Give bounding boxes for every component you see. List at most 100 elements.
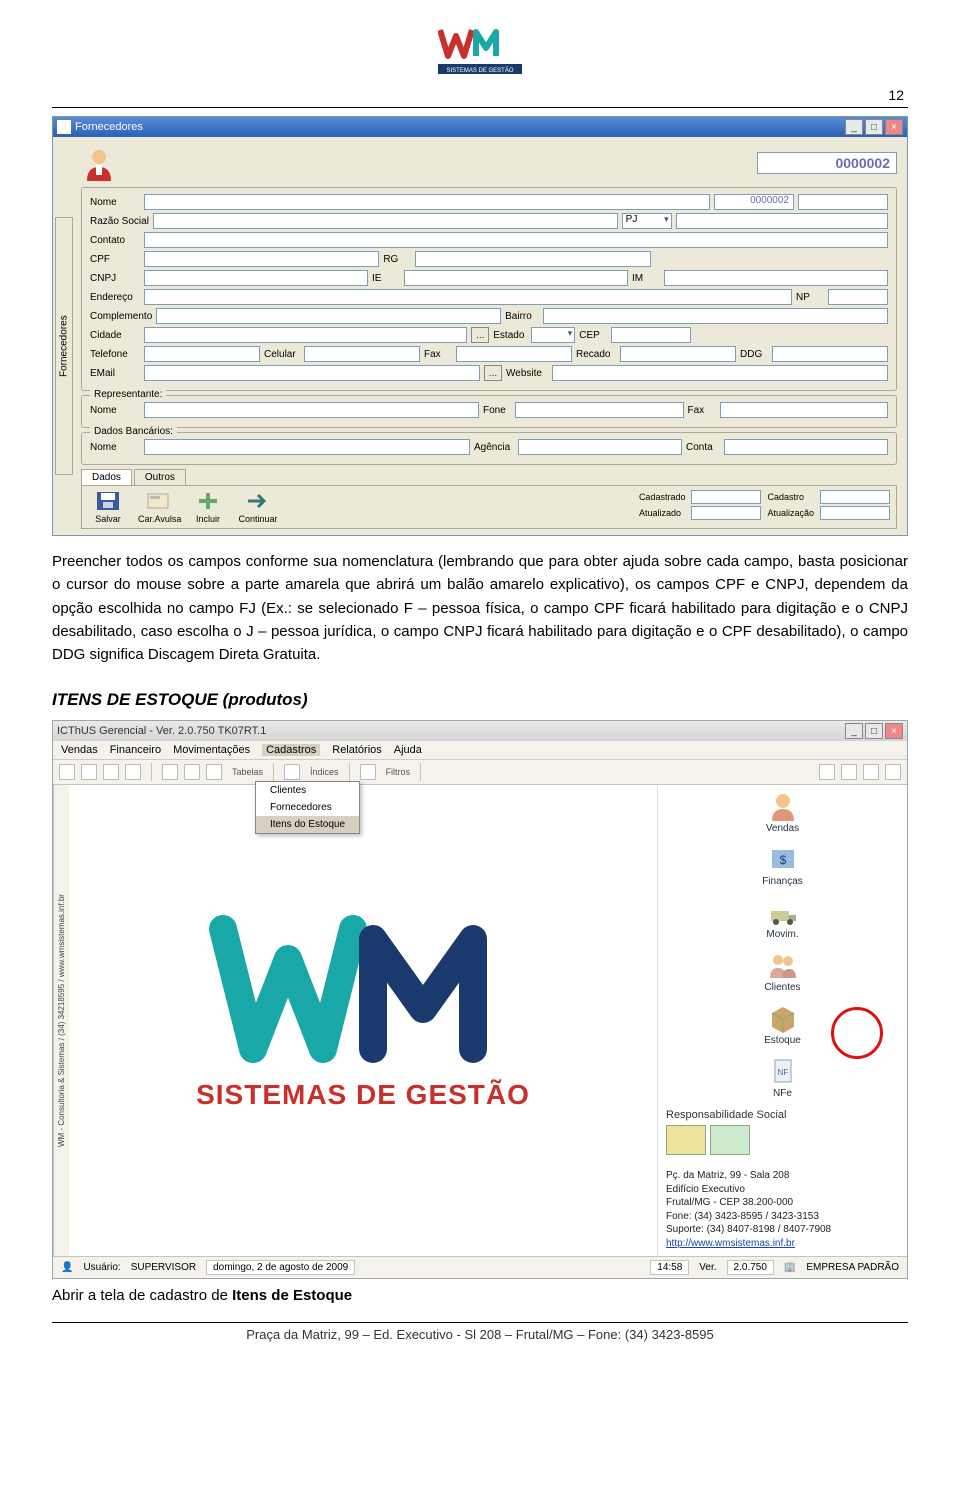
ie-input[interactable] xyxy=(404,270,628,286)
titlebar: Fornecedores _ □ × xyxy=(53,117,907,137)
estado-select[interactable] xyxy=(531,327,575,343)
agencia-input[interactable] xyxy=(518,439,682,455)
toolbar-icon[interactable] xyxy=(59,764,75,780)
page-number: 12 xyxy=(52,87,908,103)
menu-movimentacoes[interactable]: Movimentações xyxy=(173,744,250,756)
conta-input[interactable] xyxy=(724,439,888,455)
im-input[interactable] xyxy=(664,270,888,286)
bairro-input[interactable] xyxy=(543,308,888,324)
module-financas[interactable]: $ Finanças xyxy=(666,844,899,887)
nome-extra[interactable] xyxy=(798,194,888,210)
email-input[interactable] xyxy=(144,365,480,381)
rep-fax-input[interactable] xyxy=(720,402,889,418)
toolbar-icon[interactable] xyxy=(206,764,222,780)
app-minimize-button[interactable]: _ xyxy=(845,723,863,739)
audit-grid: Cadastrado Cadastro Atualizado Atualizaç… xyxy=(639,490,890,520)
address-block: Pç. da Matriz, 99 - Sala 208 Edifício Ex… xyxy=(666,1169,899,1250)
label-website: Website xyxy=(506,368,548,379)
salvar-button[interactable]: Salvar xyxy=(88,490,128,524)
svg-text:SISTEMAS DE GESTÃO: SISTEMAS DE GESTÃO xyxy=(196,1079,530,1110)
ddg-input[interactable] xyxy=(772,346,888,362)
toolbar-icon[interactable] xyxy=(162,764,178,780)
toolbar-icon[interactable] xyxy=(360,764,376,780)
tab-dados[interactable]: Dados xyxy=(81,469,132,485)
label-cep: CEP xyxy=(579,330,607,341)
app-maximize-button[interactable]: □ xyxy=(865,723,883,739)
atualizacao-box xyxy=(820,506,890,520)
avatar-icon xyxy=(81,145,117,181)
fax-input[interactable] xyxy=(456,346,572,362)
dropdown-itens-estoque[interactable]: Itens do Estoque xyxy=(256,816,359,833)
nome-input[interactable] xyxy=(144,194,710,210)
side-tab-fornecedores[interactable]: Fornecedores xyxy=(55,217,73,475)
group-indices: Índices xyxy=(310,767,339,777)
menu-vendas[interactable]: Vendas xyxy=(61,744,98,756)
addr-url[interactable]: http://www.wmsistemas.inf.br xyxy=(666,1238,795,1249)
addr-line: Suporte: (34) 8407-8198 / 8407-7908 xyxy=(666,1223,899,1237)
app-close-button[interactable]: × xyxy=(885,723,903,739)
toolbar-icon[interactable] xyxy=(819,764,835,780)
toolbar-icon[interactable] xyxy=(841,764,857,780)
cidade-lookup-button[interactable]: … xyxy=(471,327,489,343)
razao-input[interactable] xyxy=(153,213,618,229)
form-tabs: Dados Outros xyxy=(81,469,897,485)
toolbar-icon[interactable] xyxy=(885,764,901,780)
website-input[interactable] xyxy=(552,365,888,381)
continuar-button[interactable]: Continuar xyxy=(238,490,278,524)
label-ie: IE xyxy=(372,273,400,284)
toolbar-icon[interactable] xyxy=(81,764,97,780)
toolbar-icon[interactable] xyxy=(863,764,879,780)
dropdown-fornecedores[interactable]: Fornecedores xyxy=(256,799,359,816)
label-telefone: Telefone xyxy=(90,349,140,360)
banco-nome-input[interactable] xyxy=(144,439,470,455)
celular-input[interactable] xyxy=(304,346,420,362)
status-ver-label: Ver. xyxy=(699,1262,716,1273)
toolbar-icon[interactable] xyxy=(125,764,141,780)
cep-input[interactable] xyxy=(611,327,691,343)
statusbar: 👤 Usuário: SUPERVISOR domingo, 2 de agos… xyxy=(53,1256,907,1278)
menu-ajuda[interactable]: Ajuda xyxy=(394,744,422,756)
module-vendas[interactable]: Vendas xyxy=(666,791,899,834)
toolbar-icon[interactable] xyxy=(284,764,300,780)
cadastros-dropdown: Clientes Fornecedores Itens do Estoque xyxy=(255,781,360,834)
toolbar-icon[interactable] xyxy=(184,764,200,780)
incluir-button[interactable]: Incluir xyxy=(188,490,228,524)
status-user-icon: 👤 xyxy=(61,1262,73,1273)
module-nfe[interactable]: NF NFe xyxy=(666,1056,899,1099)
minimize-button[interactable]: _ xyxy=(845,119,863,135)
label-endereco: Endereço xyxy=(90,292,140,303)
maximize-button[interactable]: □ xyxy=(865,119,883,135)
tab-outros[interactable]: Outros xyxy=(134,469,186,485)
toolbar-icon[interactable] xyxy=(103,764,119,780)
contato-input[interactable] xyxy=(144,232,888,248)
dropdown-clientes[interactable]: Clientes xyxy=(256,782,359,799)
body-paragraph: Preencher todos os campos conforme sua n… xyxy=(52,550,908,666)
status-time: 14:58 xyxy=(650,1260,689,1275)
np-input[interactable] xyxy=(828,289,888,305)
cidade-input[interactable] xyxy=(144,327,467,343)
module-clientes[interactable]: Clientes xyxy=(666,950,899,993)
telefone-input[interactable] xyxy=(144,346,260,362)
menu-relatorios[interactable]: Relatórios xyxy=(332,744,382,756)
rep-nome-input[interactable] xyxy=(144,402,479,418)
menu-cadastros[interactable]: Cadastros xyxy=(262,744,320,756)
cnpj-input[interactable] xyxy=(144,270,368,286)
menu-financeiro[interactable]: Financeiro xyxy=(110,744,161,756)
module-movim[interactable]: Movim. xyxy=(666,897,899,940)
cpf-input[interactable] xyxy=(144,251,379,267)
razao-extra[interactable] xyxy=(676,213,888,229)
endereco-input[interactable] xyxy=(144,289,792,305)
footer-text: Praça da Matriz, 99 – Ed. Executivo - Sl… xyxy=(52,1327,908,1350)
complemento-input[interactable] xyxy=(156,308,501,324)
pj-select[interactable]: PJ xyxy=(622,213,672,229)
app-window: ICThUS Gerencial - Ver. 2.0.750 TK07RT.1… xyxy=(52,720,908,1279)
module-estoque[interactable]: Estoque xyxy=(666,1003,899,1046)
rep-fone-input[interactable] xyxy=(515,402,684,418)
cadastrado-box xyxy=(691,490,761,504)
recado-input[interactable] xyxy=(620,346,736,362)
representante-fieldset: Representante: Nome Fone Fax xyxy=(81,395,897,428)
email-button[interactable]: … xyxy=(484,365,502,381)
caravulsa-button[interactable]: Car.Avulsa xyxy=(138,490,178,524)
close-button[interactable]: × xyxy=(885,119,903,135)
rg-input[interactable] xyxy=(415,251,650,267)
